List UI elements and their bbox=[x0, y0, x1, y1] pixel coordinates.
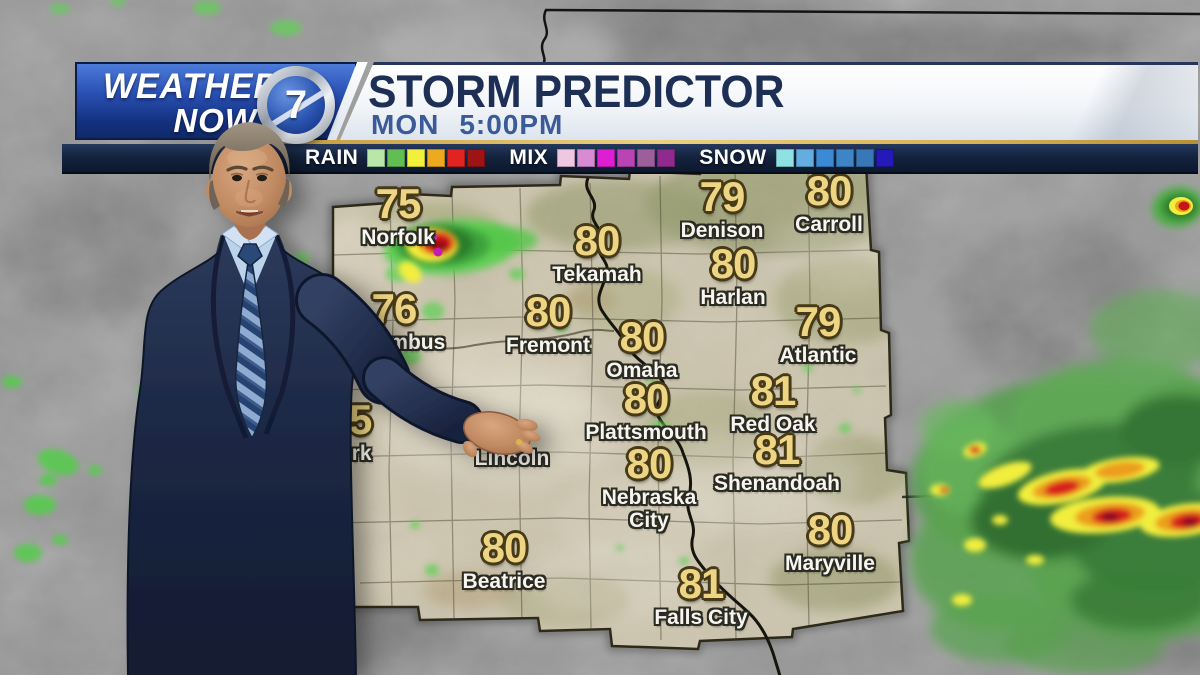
panel-sheen bbox=[1048, 65, 1198, 140]
legend-swatch bbox=[407, 149, 426, 167]
legend-swatch bbox=[617, 149, 636, 167]
legend-rain-swatches bbox=[367, 149, 486, 167]
legend-mix-swatches bbox=[557, 149, 676, 167]
legend-swatch bbox=[875, 149, 894, 167]
legend-rain: RAIN bbox=[305, 146, 486, 170]
legend-swatch bbox=[577, 149, 596, 167]
legend-swatch bbox=[657, 149, 676, 167]
program-title: STORM PREDICTOR bbox=[368, 66, 785, 117]
legend-swatch bbox=[775, 149, 794, 167]
missouri-river bbox=[585, 177, 782, 675]
southeast-storm-complex bbox=[910, 290, 1200, 675]
legend-swatch bbox=[637, 149, 656, 167]
light-rain-cells bbox=[50, 0, 861, 576]
station-name-now: NOW bbox=[173, 102, 257, 139]
forecast-timestamp: MON 5:00PM bbox=[371, 109, 563, 141]
legend-swatch bbox=[467, 149, 486, 167]
forecast-time: 5:00PM bbox=[459, 109, 564, 140]
legend-snow: SNOW bbox=[699, 146, 894, 170]
legend-swatch bbox=[367, 149, 386, 167]
station-name-weather: WEATHER bbox=[103, 67, 279, 106]
legend-swatch bbox=[387, 149, 406, 167]
legend-swatch bbox=[815, 149, 834, 167]
title-panel bbox=[340, 62, 1198, 140]
legend-swatch bbox=[835, 149, 854, 167]
channel-number: 7 bbox=[284, 82, 308, 127]
legend-rain-label: RAIN bbox=[305, 146, 359, 169]
state-border-lines bbox=[540, 8, 1200, 65]
legend-swatch bbox=[557, 149, 576, 167]
legend-mix-label: MIX bbox=[509, 146, 549, 169]
precip-legend-bar: RAIN MIX SNOW bbox=[62, 144, 1198, 174]
legend-swatch bbox=[427, 149, 446, 167]
legend-swatch bbox=[855, 149, 874, 167]
northeast-cell bbox=[1152, 186, 1200, 228]
legend-swatch bbox=[597, 149, 616, 167]
legend-mix: MIX bbox=[509, 146, 676, 170]
header-banner: RAIN MIX SNOW STORM PREDICTOR MON 5:00PM … bbox=[0, 0, 1200, 180]
forecast-day: MON bbox=[371, 109, 440, 140]
channel-7-logo-icon: 7 bbox=[257, 66, 335, 144]
channel-7-logo-inner: 7 bbox=[267, 76, 325, 134]
legend-swatch bbox=[447, 149, 466, 167]
gold-divider bbox=[295, 138, 1198, 144]
legend-swatch bbox=[795, 149, 814, 167]
norfolk-supercell bbox=[384, 219, 538, 283]
legend-snow-label: SNOW bbox=[699, 146, 767, 169]
legend-snow-swatches bbox=[775, 149, 894, 167]
